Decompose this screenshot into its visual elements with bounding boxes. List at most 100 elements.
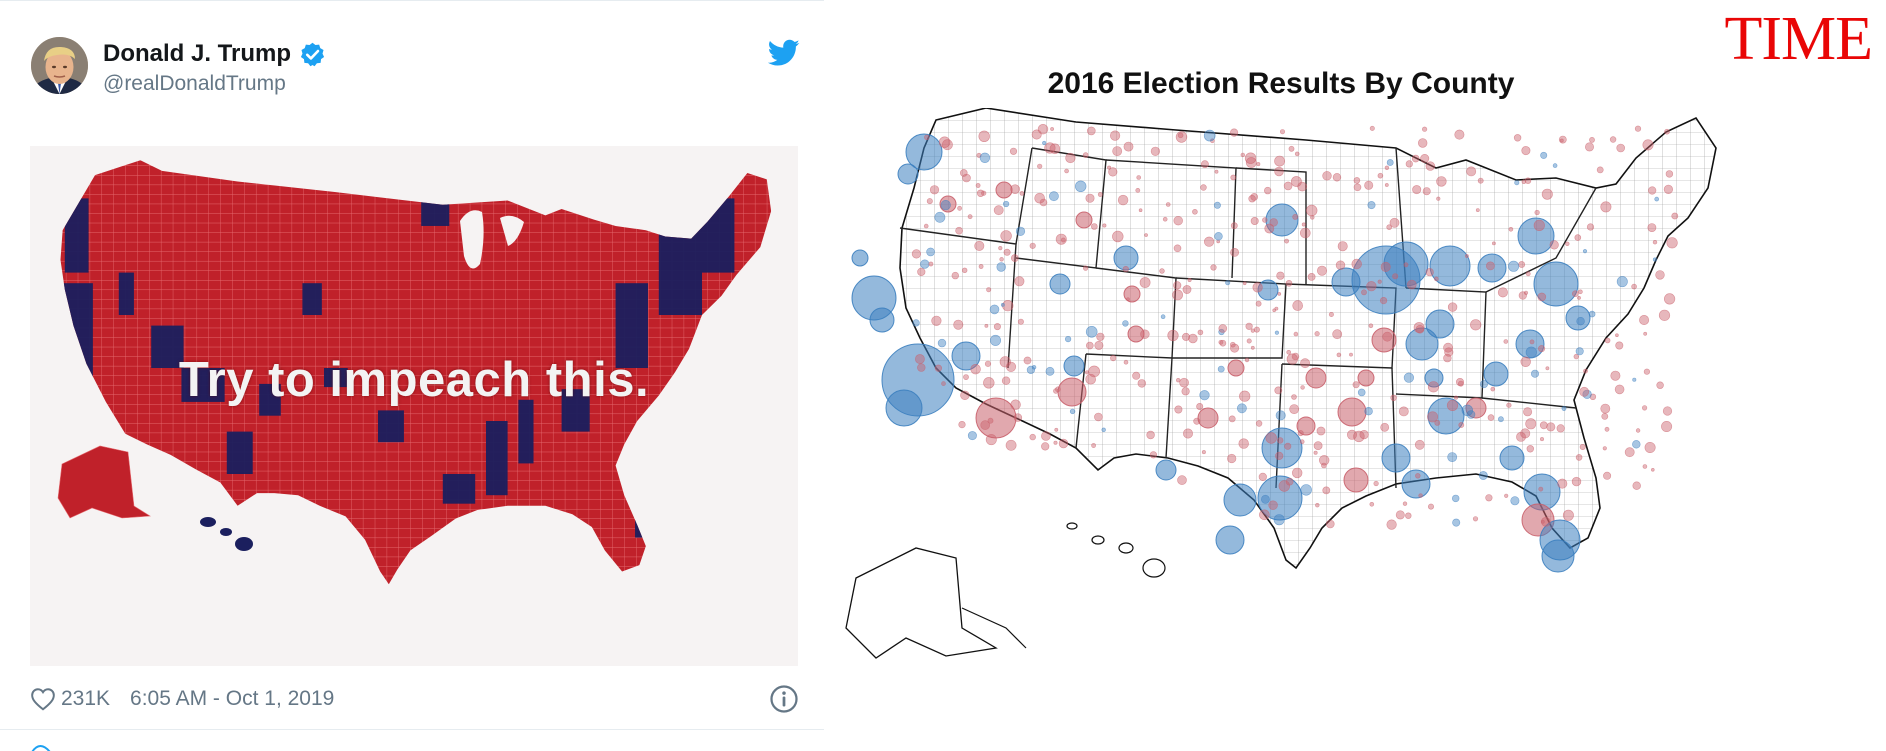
county-dot	[1578, 289, 1583, 295]
county-dot	[1083, 265, 1089, 271]
county-dot	[1422, 187, 1431, 196]
county-dot	[941, 381, 946, 386]
county-dot	[1054, 427, 1059, 432]
map-title: 2016 Election Results By County	[1047, 67, 1515, 100]
county-dot	[1506, 402, 1512, 408]
tweet-card[interactable]: Donald J. Trump @realDonaldTrump	[0, 0, 824, 751]
county-dot	[929, 185, 940, 195]
county-dot	[1427, 503, 1434, 510]
county-dot	[1177, 475, 1187, 485]
tweet-image[interactable]: Try to impeach this.	[30, 146, 798, 666]
county-dot	[1086, 341, 1094, 350]
county-dot	[1322, 171, 1332, 181]
author-handle[interactable]: @realDonaldTrump	[103, 72, 286, 95]
county-dot	[1065, 336, 1072, 343]
county-dot	[1274, 330, 1280, 335]
county-dot	[981, 190, 987, 196]
county-dot	[1382, 331, 1393, 342]
county-dot	[1427, 381, 1440, 393]
time-logo[interactable]: TIME	[1724, 5, 1873, 73]
time-map-panel: TIME 2016 Election Results By County	[836, 0, 1886, 751]
county-dot	[985, 434, 997, 446]
county-dot	[1663, 184, 1674, 194]
county-dot	[1453, 395, 1458, 400]
county-dot	[1415, 473, 1421, 479]
county-dot	[1353, 430, 1365, 443]
county-dot	[1479, 380, 1488, 389]
author-name[interactable]: Donald J. Trump	[103, 40, 326, 68]
county-dot	[1182, 285, 1192, 294]
county-bubble	[869, 307, 895, 333]
county-dot	[1545, 366, 1550, 371]
county-dot	[1126, 297, 1130, 301]
county-dot	[912, 319, 920, 327]
county-dot	[1213, 201, 1221, 209]
county-dot	[1614, 384, 1625, 395]
county-dot	[1102, 223, 1107, 228]
county-dot	[1292, 300, 1304, 311]
county-map-red	[30, 146, 798, 666]
county-dot	[1565, 241, 1570, 247]
county-dot	[1420, 153, 1430, 163]
county-dot	[980, 420, 990, 430]
county-dot	[960, 390, 970, 400]
tweet-footer: 231K 6:05 AM - Oct 1, 2019	[30, 684, 334, 714]
county-dot	[1060, 237, 1066, 243]
county-bubble	[1533, 261, 1579, 307]
county-dot	[1632, 377, 1637, 382]
county-dot	[1149, 451, 1158, 459]
county-dot	[1662, 406, 1673, 416]
county-dot	[1466, 166, 1477, 177]
heart-icon[interactable]	[30, 687, 56, 711]
county-dot	[1413, 322, 1425, 333]
county-bubble	[1483, 361, 1509, 387]
county-dot	[1045, 366, 1055, 376]
county-dot	[1575, 347, 1584, 356]
info-icon[interactable]	[769, 684, 799, 714]
county-dot	[1368, 323, 1374, 329]
county-dot	[1108, 167, 1118, 177]
county-dot	[1386, 224, 1393, 230]
county-dot	[1596, 166, 1604, 174]
county-dot	[1274, 386, 1283, 395]
county-dot	[1600, 403, 1611, 414]
county-dot	[1415, 324, 1425, 334]
county-dot	[1576, 317, 1585, 326]
county-dot	[1583, 368, 1588, 374]
county-dot	[1379, 297, 1388, 305]
county-dot	[1641, 405, 1648, 411]
avatar[interactable]	[31, 37, 88, 94]
county-dot	[1582, 249, 1588, 254]
county-dot	[1584, 142, 1594, 152]
county-dot	[1255, 420, 1263, 427]
county-dot	[1579, 386, 1590, 397]
county-bubble	[1215, 525, 1245, 555]
county-dot	[1389, 217, 1400, 228]
county-dot	[1540, 519, 1545, 524]
county-dot	[1075, 180, 1087, 193]
county-dot	[1663, 293, 1676, 305]
county-dot	[1200, 160, 1209, 169]
county-bubble	[1343, 467, 1369, 493]
county-dot	[983, 377, 995, 389]
county-dot	[1203, 129, 1216, 142]
county-dot	[1005, 439, 1017, 451]
county-dot	[1284, 238, 1289, 244]
county-dot	[1525, 271, 1531, 277]
county-bubble	[1337, 397, 1367, 427]
county-dot	[962, 173, 971, 183]
county-dot	[1082, 152, 1089, 158]
county-dot	[1085, 326, 1098, 338]
tweet-timestamp[interactable]: 6:05 AM - Oct 1, 2019	[130, 687, 335, 710]
county-dot	[1586, 223, 1595, 231]
county-dot	[1069, 408, 1076, 415]
county-dot	[955, 226, 963, 235]
county-bubble	[1057, 377, 1087, 407]
county-dot	[1286, 350, 1292, 355]
twitter-bird-icon[interactable]	[768, 39, 800, 67]
like-count[interactable]: 231K	[61, 687, 111, 710]
county-dot	[1014, 276, 1025, 287]
county-dot	[1179, 377, 1189, 388]
county-dot	[1600, 201, 1612, 213]
county-dot	[1452, 518, 1461, 527]
